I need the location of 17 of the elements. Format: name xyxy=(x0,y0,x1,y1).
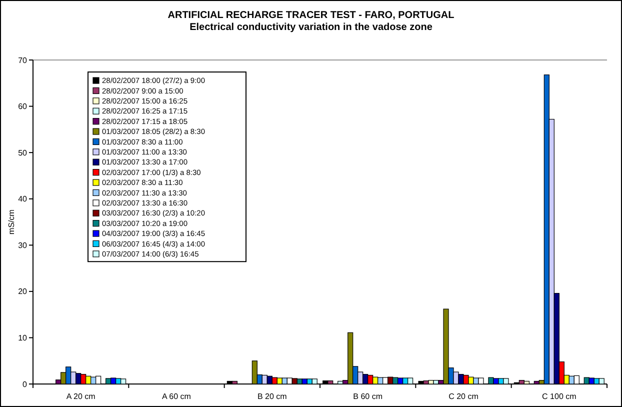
x-tick-label: A 20 cm xyxy=(66,392,96,401)
y-tick-label: 10 xyxy=(18,334,28,343)
chart-title: ARTIFICIAL RECHARGE TRACER TEST - FARO, PORTUGAL xyxy=(168,10,454,21)
x-tick-label: B 60 cm xyxy=(353,392,383,401)
x-tick-label: C 100 cm xyxy=(542,392,577,401)
x-tick-label: B 20 cm xyxy=(257,392,288,401)
y-tick-label: 50 xyxy=(18,148,28,158)
chart-subtitle: Electrical conductivity variation in the vadose zone xyxy=(190,22,433,33)
y-tick-label: 60 xyxy=(18,102,28,112)
y-tick-label: 20 xyxy=(18,287,28,296)
y-tick-label: 0 xyxy=(22,380,28,389)
x-tick-label: C 20 cm xyxy=(448,392,479,401)
y-tick-label: 40 xyxy=(18,194,28,204)
x-tick-label: A 60 cm xyxy=(162,392,192,401)
y-axis-title: mS/cm xyxy=(7,209,16,234)
y-tick-label: 30 xyxy=(18,240,28,250)
y-tick-label: 70 xyxy=(18,56,28,65)
